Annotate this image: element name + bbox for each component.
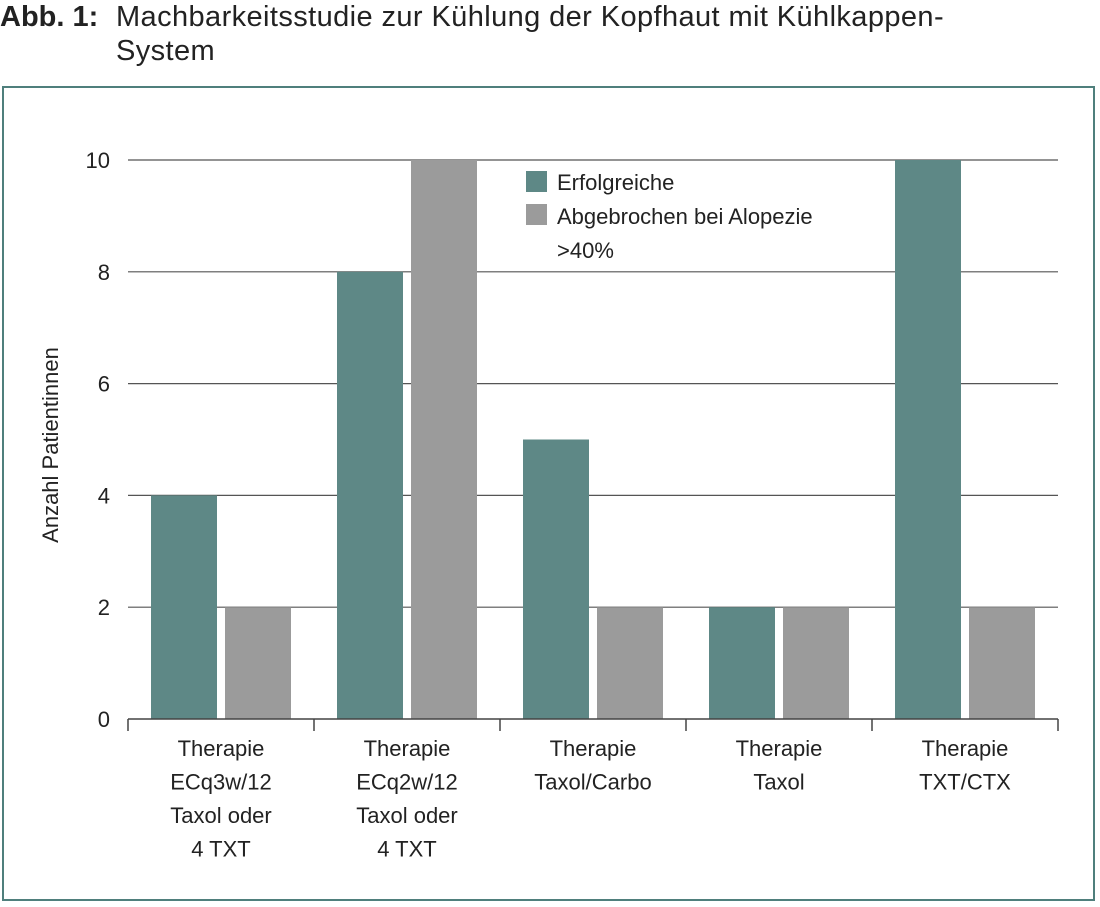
y-tick-label: 2: [98, 595, 110, 620]
bar-erfolgreiche-5: [895, 160, 961, 719]
chart-frame: [2, 86, 1095, 901]
legend-swatch-abgebrochen: [526, 204, 547, 225]
y-axis-label: Anzahl Patientinnen: [38, 347, 63, 543]
category-label-3: Therapie Taxol/Carbo: [534, 736, 651, 795]
figure-title-line-2: System: [116, 35, 216, 67]
bar-erfolgreiche-2: [337, 271, 403, 719]
y-tick-label: 6: [98, 372, 110, 397]
bar-abgebrochen-4: [783, 607, 849, 719]
bar-abgebrochen-3: [597, 607, 663, 719]
bar-erfolgreiche-1: [151, 495, 217, 719]
figure-label: Abb. 1:: [0, 1, 99, 33]
legend-swatch-erfolgreiche: [526, 171, 547, 192]
y-tick-label: 4: [98, 483, 110, 508]
y-tick-label: 8: [98, 260, 110, 285]
bar-abgebrochen-5: [969, 607, 1035, 719]
legend-label-abgebrochen: Abgebrochen bei Alopezie >40%: [557, 204, 813, 263]
legend-label-erfolgreiche: Erfolgreiche: [557, 170, 674, 195]
category-label-4: Therapie Taxol: [736, 736, 823, 795]
figure-title-line-1: Machbarkeitsstudie zur Kühlung der Kopfh…: [116, 1, 945, 33]
category-label-5: Therapie TXT/CTX: [919, 736, 1011, 795]
y-tick-label: 10: [86, 148, 110, 173]
category-label-2: Therapie ECq2w/12 Taxol oder 4 TXT: [356, 736, 458, 862]
bar-erfolgreiche-4: [709, 607, 775, 719]
figure-title: Machbarkeitsstudie zur Kühlung der Kopfh…: [116, 0, 1076, 68]
y-tick-label: 0: [98, 707, 110, 732]
bar-erfolgreiche-3: [523, 439, 589, 719]
category-label-1: Therapie ECq3w/12 Taxol oder 4 TXT: [170, 736, 272, 862]
bar-abgebrochen-2: [411, 160, 477, 719]
bar-abgebrochen-1: [225, 607, 291, 719]
